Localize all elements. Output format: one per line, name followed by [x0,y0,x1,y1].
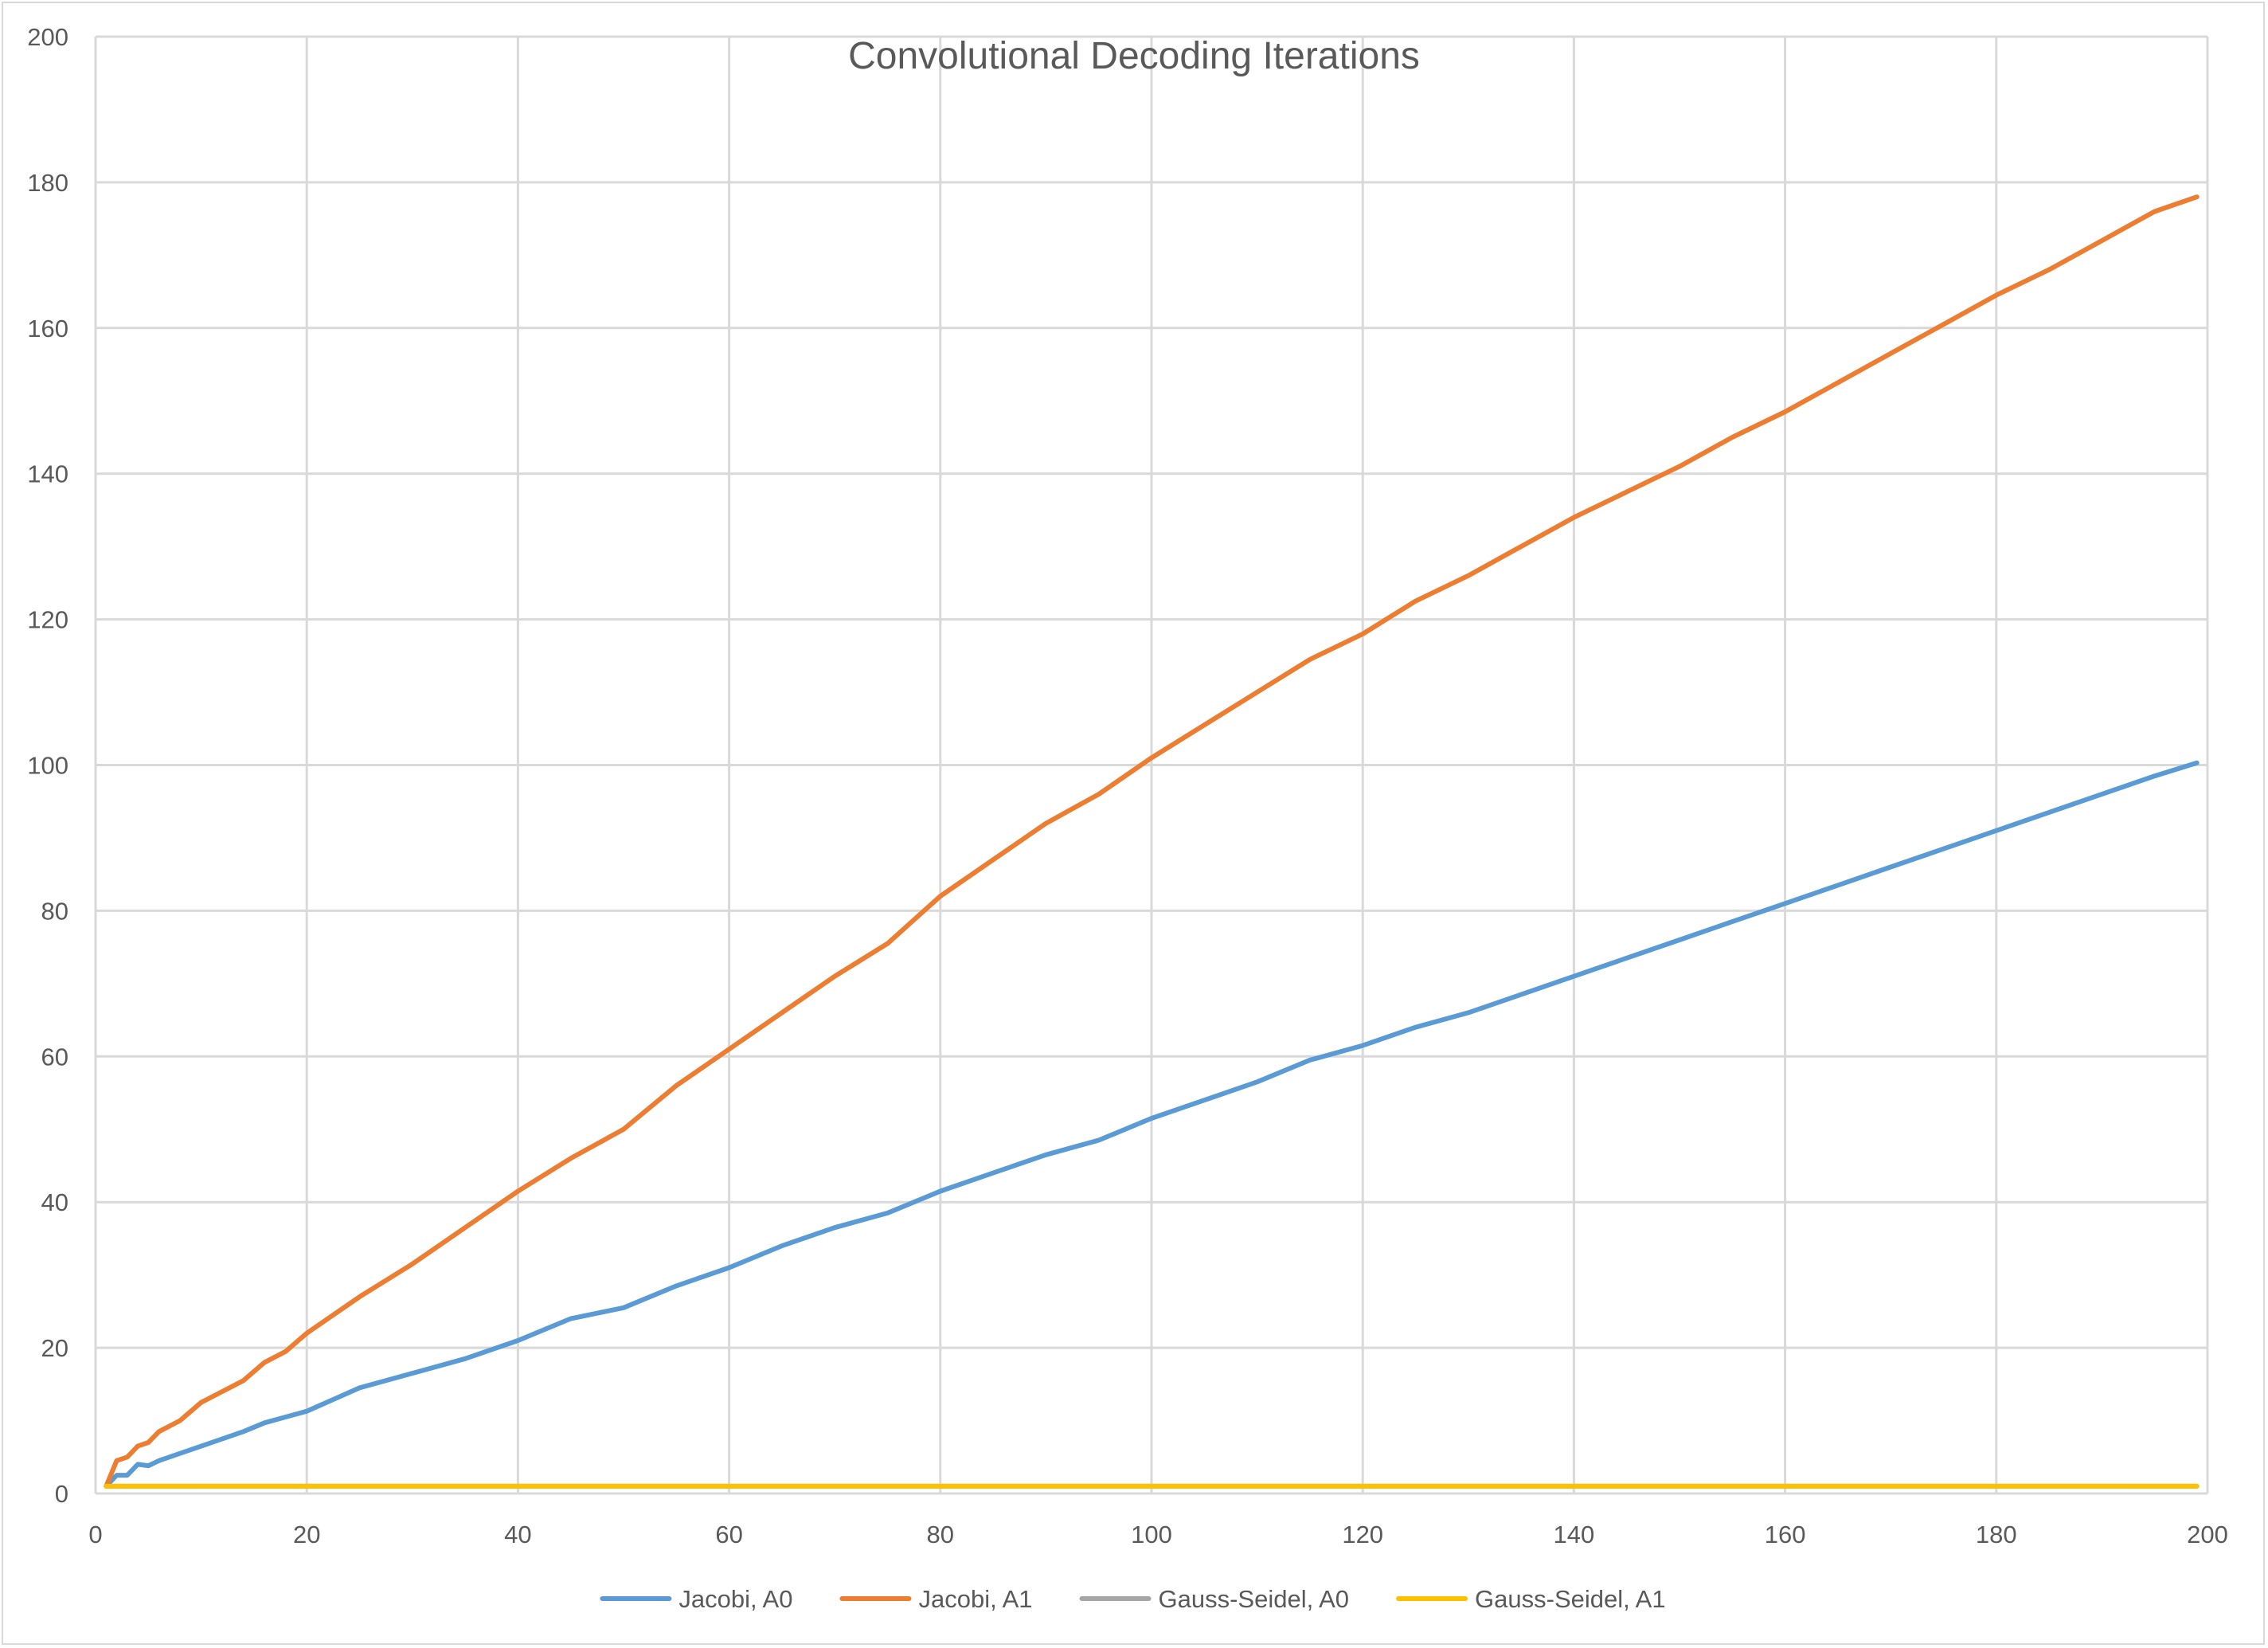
y-tick-label: 60 [41,1043,68,1071]
y-tick-label: 140 [27,460,68,488]
axis-tick-labels: 0 20 40 60 80 100 120 140 160 180 200 0 20 40 60 80 100 1… [27,23,2228,1548]
legend-label: Jacobi, A0 [678,1585,792,1613]
y-tick-label: 180 [27,169,68,197]
x-tick-label: 0 [88,1521,102,1548]
legend-item: Jacobi, A0 [600,1585,792,1613]
y-tick-label: 160 [27,315,68,343]
legend-label: Gauss-Seidel, A0 [1159,1585,1350,1613]
chart-title: Convolutional Decoding Iterations [848,35,1420,77]
gridlines [94,35,2209,1495]
series-lines [104,194,2200,1489]
x-tick-label: 100 [1131,1521,1172,1548]
series-line-2 [104,194,2200,1489]
legend-item: Gauss-Seidel, A1 [1396,1585,1666,1613]
y-tick-label: 200 [27,23,68,51]
y-tick-label: 40 [41,1188,68,1216]
x-tick-label: 20 [293,1521,320,1548]
x-tick-label: 60 [715,1521,742,1548]
legend: Jacobi, A0 Jacobi, A1 Gauss-Seidel, A0 Gaus… [600,1585,1666,1613]
y-tick-label: 20 [41,1334,68,1362]
x-tick-label: 180 [1976,1521,2017,1548]
x-tick-label: 40 [504,1521,531,1548]
y-tick-label: 100 [27,752,68,780]
x-tick-label: 140 [1554,1521,1595,1548]
y-tick-label: 0 [55,1480,68,1508]
x-tick-label: 120 [1342,1521,1383,1548]
y-tick-label: 80 [41,897,68,925]
legend-item: Gauss-Seidel, A0 [1079,1585,1350,1613]
x-tick-label: 200 [2187,1521,2228,1548]
legend-item: Jacobi, A1 [839,1585,1033,1613]
series-line-1 [104,760,2200,1489]
legend-label: Gauss-Seidel, A1 [1475,1585,1666,1613]
legend-label: Jacobi, A1 [918,1585,1032,1613]
x-tick-label: 80 [927,1521,954,1548]
y-tick-label: 120 [27,606,68,634]
x-tick-label: 160 [1765,1521,1806,1548]
